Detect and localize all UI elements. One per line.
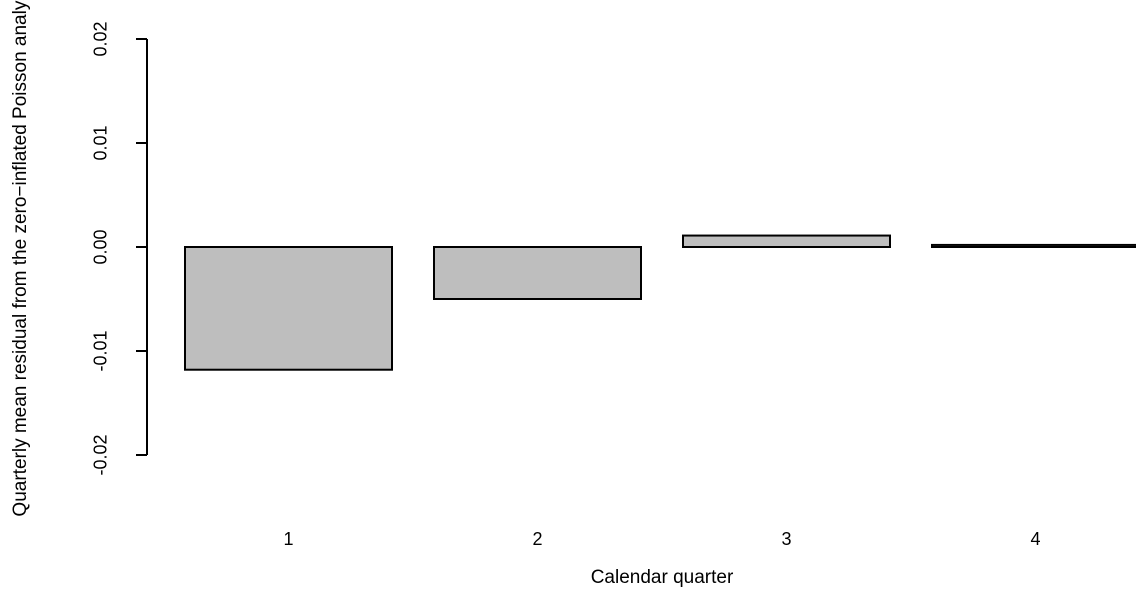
x-tick-label: 2 (532, 529, 542, 549)
y-tick-label: -0.02 (90, 434, 110, 475)
bar-quarter-1 (184, 246, 393, 371)
y-tick-label: 0.02 (90, 21, 110, 56)
y-axis: -0.02 -0.01 0.00 0.01 0.02 (90, 21, 148, 476)
x-tick-labels: 1 2 3 4 (283, 529, 1040, 549)
bar-quarter-3 (682, 234, 891, 248)
y-axis-title: Quarterly mean residual from the zero−in… (10, 0, 31, 517)
x-tick-label: 4 (1030, 529, 1040, 549)
x-tick-label: 3 (781, 529, 791, 549)
bar-quarter-2 (433, 246, 642, 300)
x-tick-label: 1 (283, 529, 293, 549)
bar-quarter-4 (931, 243, 1136, 248)
y-tick-label: 0.01 (90, 125, 110, 160)
bars (184, 234, 1136, 371)
x-axis-title: Calendar quarter (591, 567, 734, 588)
y-tick-label: -0.01 (90, 330, 110, 371)
y-tick-label: 0.00 (90, 229, 110, 264)
